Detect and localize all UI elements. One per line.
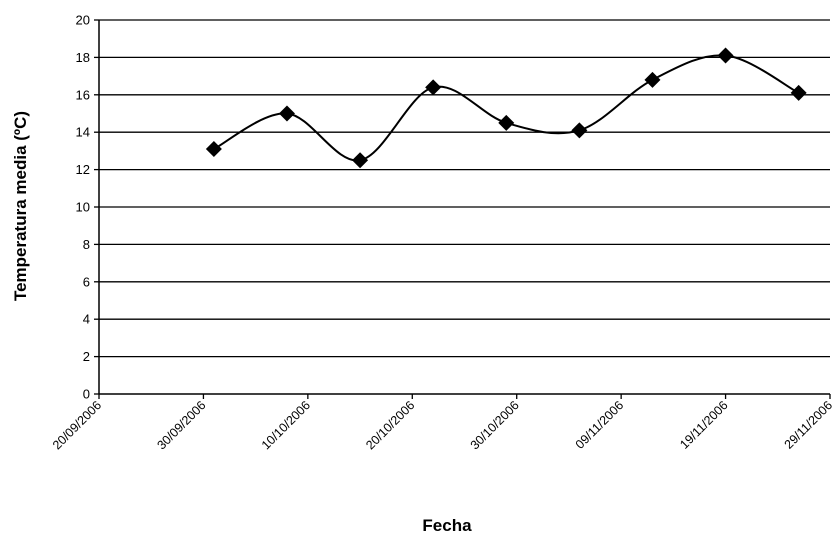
y-tick-label: 12 [76,162,90,177]
gridlines [99,19,830,358]
data-point-8 [790,84,807,101]
y-axis-title: Temperatura media (ºC) [11,111,30,301]
x-tick-label: 20/10/2006 [363,398,417,452]
data-point-1 [278,105,295,122]
x-tick-label: 20/09/2006 [50,398,104,452]
y-tick-label: 20 [76,13,90,28]
y-tick-label: 10 [76,200,90,215]
y-tick-label: 4 [83,312,90,327]
series-temperatura [205,47,807,169]
x-tick-label: 10/10/2006 [259,398,313,452]
x-axis-title: Fecha [422,516,472,535]
series-line [213,54,800,162]
data-point-5 [571,122,588,139]
x-tick-labels: 20/09/2006 30/09/2006 10/10/2006 20/10/2006… [50,398,833,452]
y-tick-label: 16 [76,87,90,102]
y-tick-label: 6 [83,274,90,289]
x-tick-label: 19/11/2006 [677,398,731,452]
x-tick-label: 29/11/2006 [782,398,833,452]
data-point-3 [425,79,442,96]
y-tick-label: 2 [83,349,90,364]
y-tick-labels: 0 2 4 6 8 10 12 14 16 18 20 [76,13,90,402]
data-point-7 [717,47,734,64]
x-tick-label: 09/11/2006 [573,398,627,452]
x-tick-label: 30/10/2006 [468,398,522,452]
data-point-0 [205,141,222,158]
y-tick-label: 0 [83,387,90,402]
axes [94,19,831,399]
y-tick-label: 14 [76,125,90,140]
data-point-4 [498,114,515,131]
x-tick-label: 30/09/2006 [154,398,208,452]
data-point-2 [352,152,369,169]
data-point-6 [644,71,661,88]
y-tick-label: 8 [83,237,90,252]
y-tick-label: 18 [76,50,90,65]
